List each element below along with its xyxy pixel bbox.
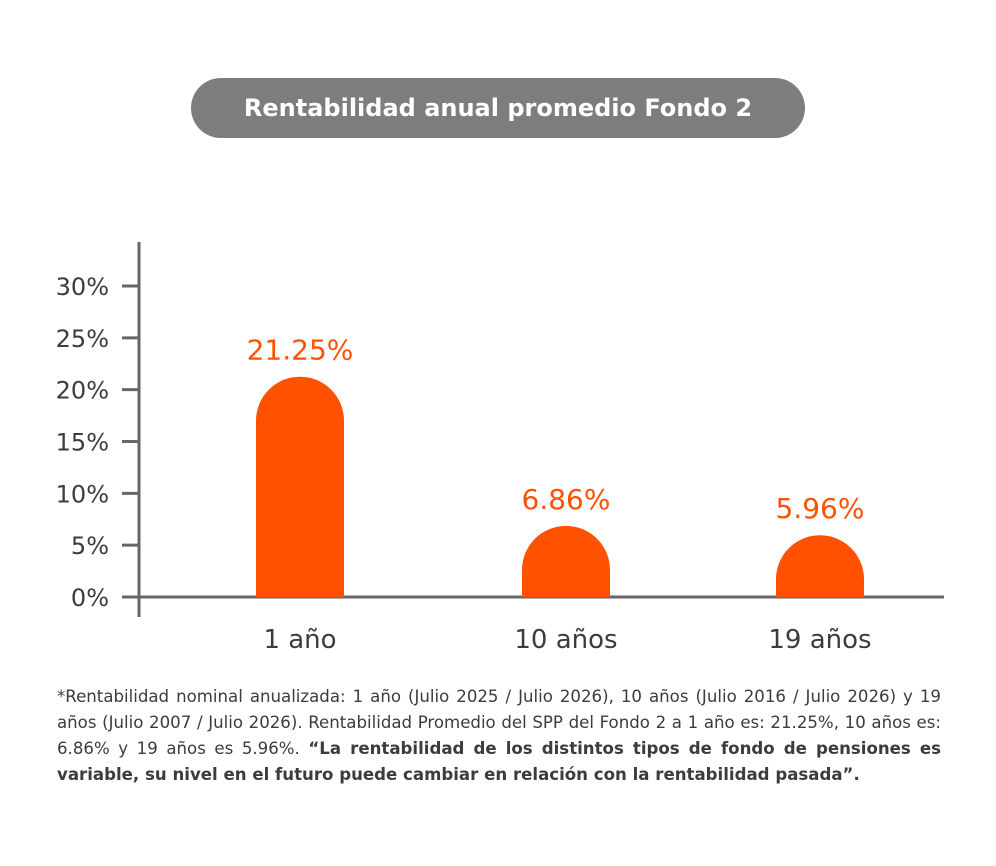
data-label: 21.25% — [247, 334, 354, 367]
x-tick-label: 1 año — [263, 625, 336, 655]
data-label: 5.96% — [776, 492, 865, 525]
y-tick-label: 30% — [56, 273, 109, 301]
y-tick-label: 5% — [71, 532, 109, 560]
data-label: 6.86% — [522, 483, 611, 516]
footnote-text: *Rentabilidad nominal anualizada: 1 año … — [57, 687, 941, 758]
y-tick-label: 0% — [71, 584, 109, 612]
y-tick-label: 15% — [56, 429, 109, 457]
x-tick-label: 19 años — [768, 625, 871, 655]
y-tick-label: 25% — [56, 325, 109, 353]
footnote: *Rentabilidad nominal anualizada: 1 año … — [57, 684, 941, 788]
bar — [776, 535, 864, 597]
footnote-disclaimer: “La rentabilidad de los distintos tipos … — [57, 739, 941, 784]
chart-title: Rentabilidad anual promedio Fondo 2 — [191, 78, 805, 138]
y-tick-label: 10% — [56, 480, 109, 508]
x-tick-label: 10 años — [514, 625, 617, 655]
bar — [522, 525, 610, 597]
bar — [256, 376, 344, 597]
bar-chart: 0% 5% 10% 15% 20% 25% 30% 21.25% 1 año 6.86% 10 añ… — [56, 242, 944, 655]
y-tick-label: 20% — [56, 377, 109, 405]
